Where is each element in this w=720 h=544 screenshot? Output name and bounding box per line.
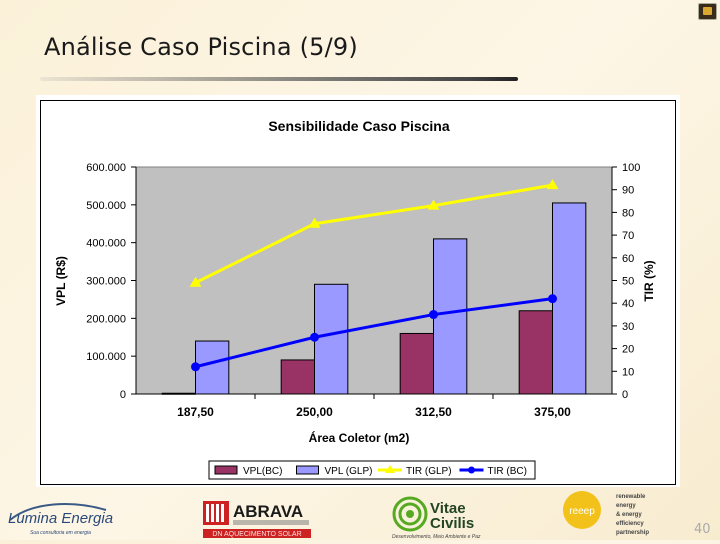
lumina-logo: Lumina Energia Sua consultoria em energi…: [2, 496, 114, 540]
bar-vpl-glp: [315, 284, 348, 394]
y-axis-left-label: VPL (R$): [54, 256, 68, 306]
y-right-tick-label: 70: [622, 230, 634, 242]
y-right-tick-label: 0: [622, 389, 628, 401]
y-right-tick-label: 60: [622, 253, 634, 265]
y-right-tick-label: 20: [622, 344, 634, 356]
bar-vpl-bc: [281, 360, 314, 394]
point-tir-bc: [429, 310, 438, 319]
abrava-band: DN AQUECIMENTO SOLAR: [212, 531, 301, 538]
reeep-line-2: energy: [616, 503, 636, 509]
reeep-line-5: partnership: [616, 530, 649, 536]
legend-label-vpl-bc: VPL(BC): [243, 466, 282, 477]
reeep-logo: reeep renewable energy & energy efficien…: [560, 490, 660, 540]
point-tir-bc: [191, 362, 200, 371]
legend-swatch-vpl-bc: [215, 466, 237, 474]
x-tick-label: 187,50: [177, 405, 214, 419]
reeep-line-1: renewable: [616, 494, 646, 500]
nav-icon[interactable]: [698, 3, 717, 20]
y-right-tick-label: 30: [622, 321, 634, 333]
y-left-tick-label: 100.000: [86, 351, 126, 363]
chart-container: Sensibilidade Caso Piscina VPL (R$) TIR …: [40, 100, 676, 485]
vitae-civilis-logo: Vitae Civilis Desenvolvimento, Meio Ambi…: [392, 496, 492, 540]
y-right-tick-label: 100: [622, 162, 640, 174]
x-tick-label: 312,50: [415, 405, 452, 419]
point-tir-bc: [548, 294, 557, 303]
legend-label-tir-bc: TIR (BC): [488, 466, 527, 477]
y-left-tick-label: 500.000: [86, 200, 126, 212]
bar-vpl-bc: [519, 311, 552, 394]
y-right-tick-label: 90: [622, 185, 634, 197]
bar-vpl-bc: [162, 393, 195, 394]
y-right-tick-label: 80: [622, 207, 634, 219]
y-left-tick-label: 300.000: [86, 276, 126, 288]
title-divider: [40, 77, 518, 81]
legend-label-tir-glp: TIR (GLP): [406, 466, 452, 477]
legend-label-vpl-glp: VPL (GLP): [325, 466, 373, 477]
reeep-line-4: efficiency: [616, 521, 644, 527]
legend-marker-tir-bc: [468, 467, 475, 474]
combo-chart: Sensibilidade Caso Piscina VPL (R$) TIR …: [41, 101, 675, 484]
x-axis-label: Área Coletor (m2): [309, 430, 410, 445]
chart-title: Sensibilidade Caso Piscina: [268, 118, 450, 134]
y-left-tick-label: 0: [120, 389, 126, 401]
x-tick-label: 250,00: [296, 405, 333, 419]
vitae-tagline: Desenvolvimento, Meio Ambiente e Paz: [392, 534, 481, 540]
legend-swatch-vpl-glp: [297, 466, 319, 474]
lumina-tagline: Sua consultoria em energia: [30, 530, 91, 536]
bar-vpl-bc: [400, 333, 433, 394]
lumina-name: Lumina Energia: [8, 510, 113, 527]
reeep-badge: reeep: [569, 506, 595, 517]
abrava-name: ABRAVA: [233, 502, 303, 521]
y-axis-right-label: TIR (%): [642, 260, 656, 301]
abrava-logo: ABRAVA DN AQUECIMENTO SOLAR: [203, 499, 313, 539]
page-number: 40: [694, 522, 711, 537]
x-tick-label: 375,00: [534, 405, 571, 419]
reeep-line-3: & energy: [616, 512, 642, 518]
point-tir-bc: [310, 333, 319, 342]
slide-title: Análise Caso Piscina (5/9): [44, 33, 358, 61]
vitae-name-2: Civilis: [430, 515, 474, 532]
y-right-tick-label: 40: [622, 298, 634, 310]
y-right-tick-label: 50: [622, 276, 634, 288]
y-left-tick-label: 400.000: [86, 238, 126, 250]
y-left-tick-label: 200.000: [86, 313, 126, 325]
bar-vpl-glp: [553, 203, 586, 394]
bar-vpl-glp: [196, 341, 229, 394]
y-right-tick-label: 10: [622, 366, 634, 378]
bar-vpl-glp: [434, 239, 467, 394]
y-left-tick-label: 600.000: [86, 162, 126, 174]
